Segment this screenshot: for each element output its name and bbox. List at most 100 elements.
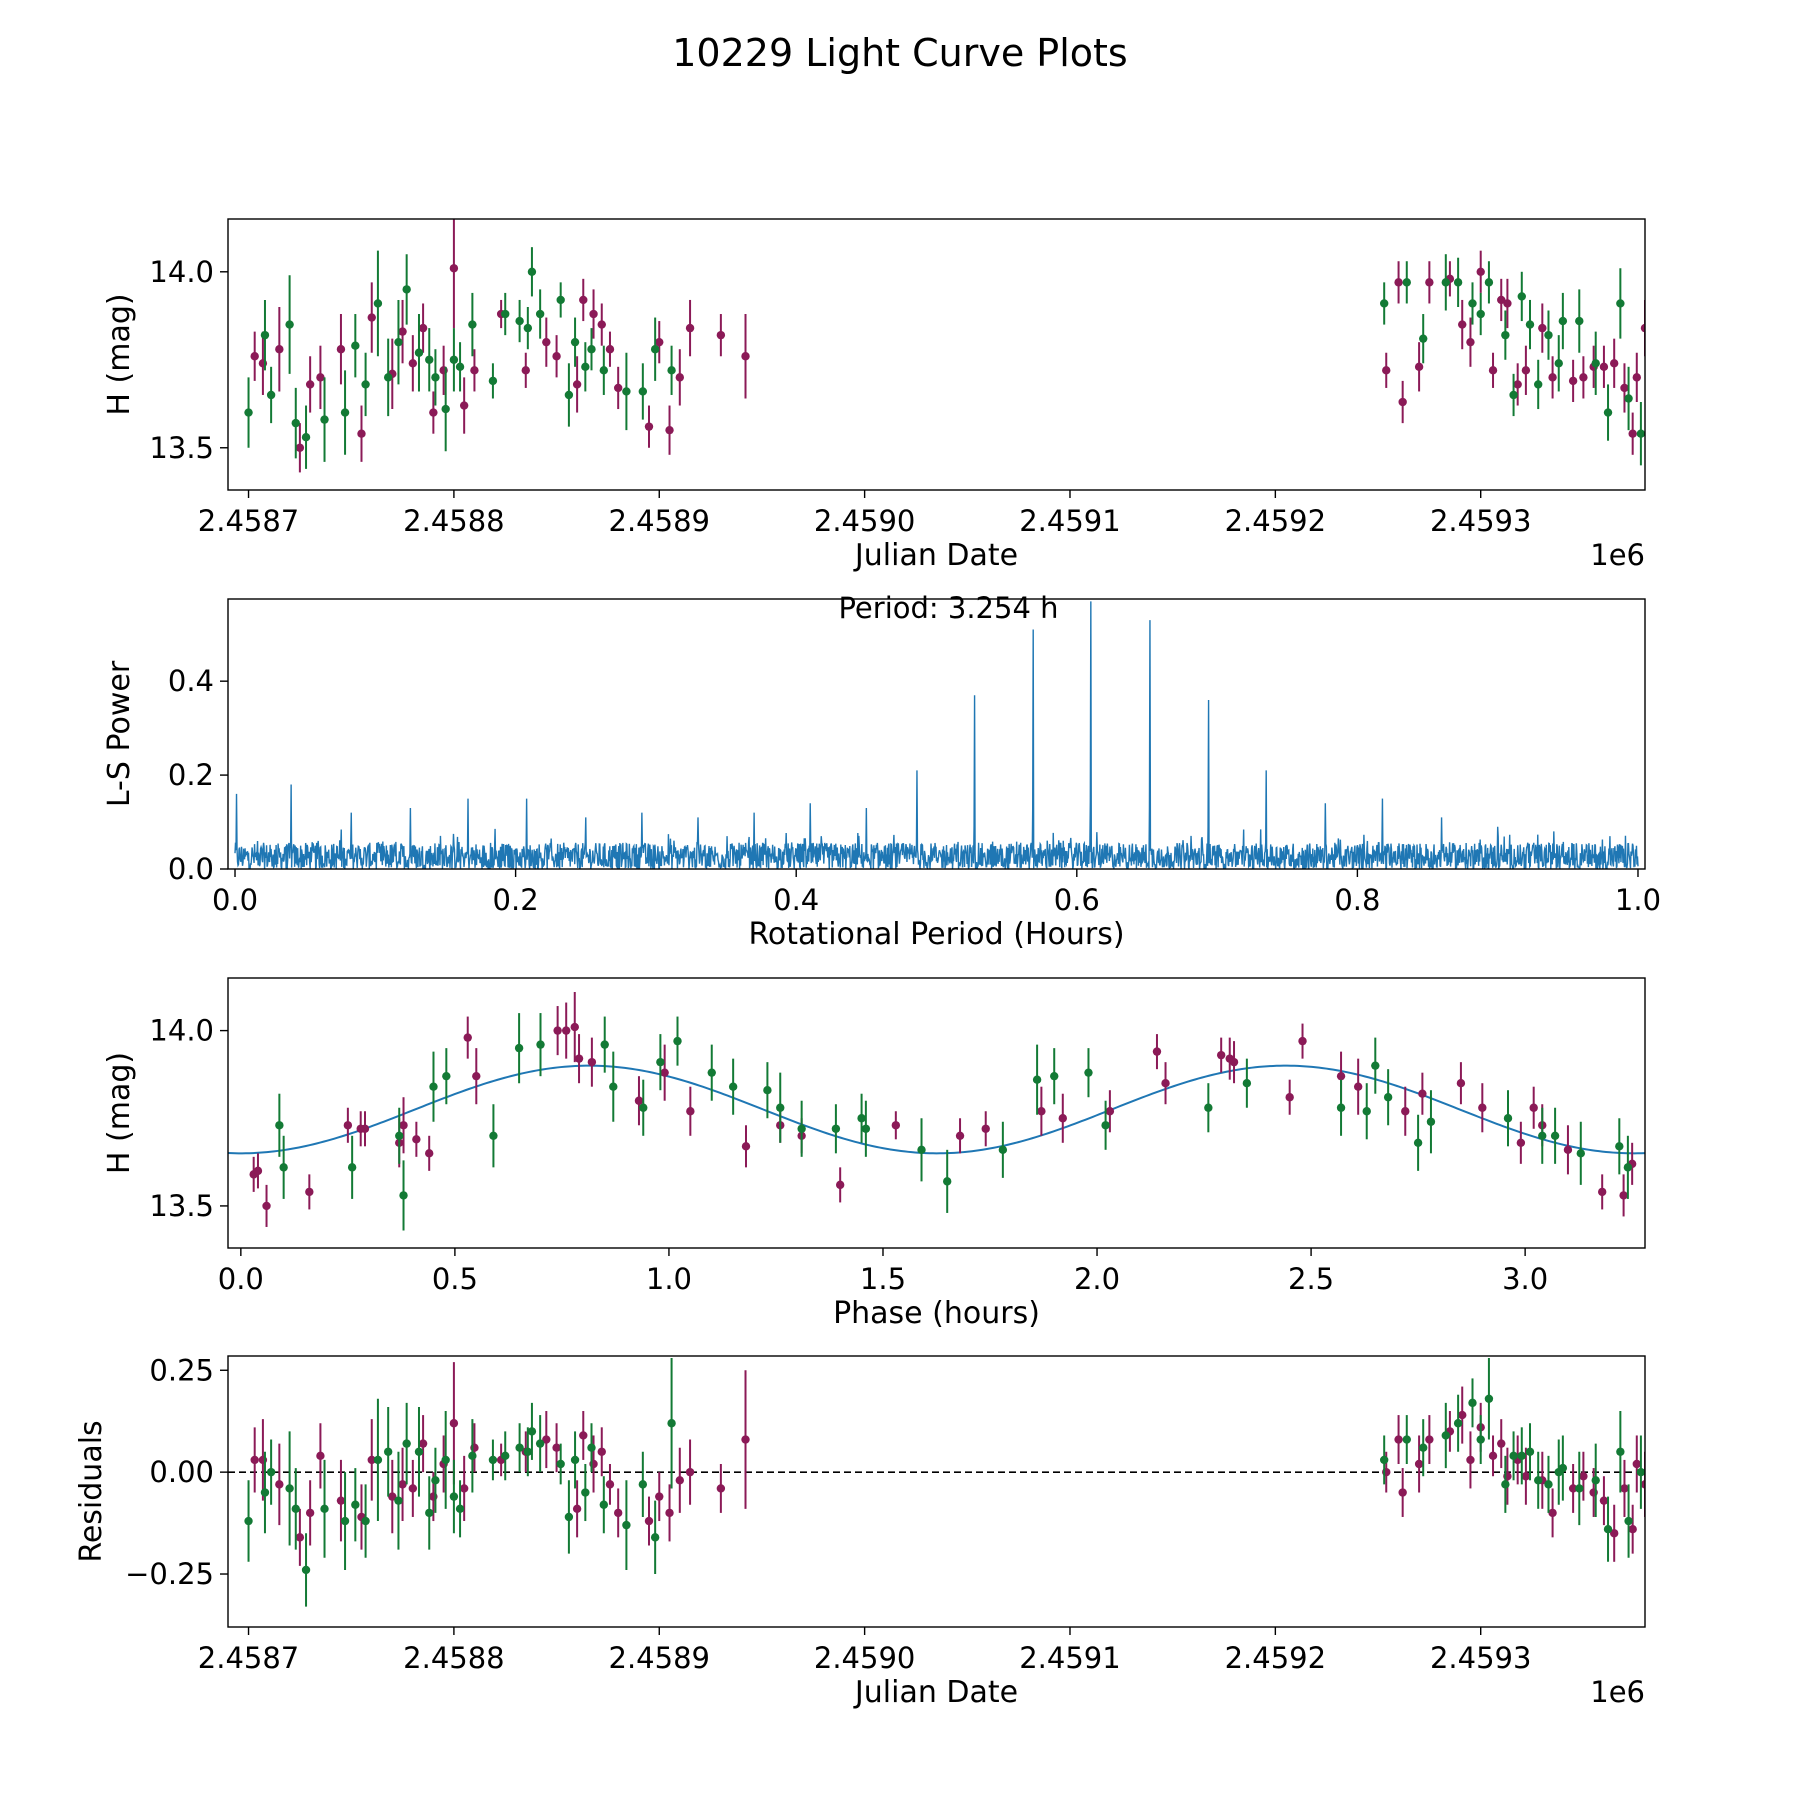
data-point [741, 1435, 750, 1444]
data-point [1402, 278, 1411, 287]
data-point [655, 1492, 664, 1501]
y-axis-label: Residuals [74, 1420, 109, 1562]
x-tick-label: 0.2 [493, 883, 539, 917]
data-point [1521, 1472, 1531, 1481]
data-point [1525, 1447, 1535, 1456]
data-point [673, 1036, 682, 1046]
data-point [1501, 1480, 1510, 1489]
data-point [1538, 323, 1547, 333]
data-point [667, 1419, 676, 1428]
panel-phased: 0.0 0.5 1.0 1.5 2.0 2.5 3.0 13.5 14.0 Phase (hour… [102, 977, 1646, 1331]
data-point [656, 1057, 665, 1067]
data-point [570, 337, 580, 347]
data-point [542, 1435, 551, 1444]
data-point [527, 267, 537, 276]
data-point [655, 337, 664, 347]
figure-title: 10229 Light Curve Plots [672, 31, 1127, 75]
data-point [1563, 1145, 1573, 1155]
data-point [449, 264, 459, 273]
x-tick-label: 2.4591 [1019, 504, 1120, 538]
data-point [425, 1149, 434, 1158]
data-point [388, 1492, 397, 1501]
data-point [414, 348, 424, 357]
x-tick-label: 3.0 [1502, 1262, 1548, 1296]
data-point [291, 418, 300, 428]
data-point [1398, 1488, 1407, 1497]
data-point [1456, 1078, 1466, 1088]
x-tick-label: 2.4588 [403, 1641, 504, 1675]
data-point [1413, 1138, 1423, 1148]
data-point [336, 1496, 346, 1505]
data-point [1336, 1071, 1346, 1081]
data-point [1161, 1078, 1170, 1088]
data-point [340, 1516, 350, 1526]
data-point [351, 1500, 360, 1509]
data-point [1105, 1107, 1115, 1116]
data-point [501, 1451, 510, 1461]
data-point [1640, 323, 1645, 333]
data-point [367, 313, 376, 322]
x-tick-label: 2.4590 [814, 504, 915, 538]
plot-area-residuals [228, 1358, 1645, 1607]
data-point [429, 1082, 438, 1091]
x-tick-label: 0.6 [1054, 883, 1100, 917]
data-point [1419, 1443, 1428, 1452]
data-point [1414, 362, 1424, 372]
x-tick-label: 2.0 [1074, 1262, 1120, 1296]
data-point [1488, 1451, 1498, 1461]
x-tick-label: 2.4589 [609, 504, 710, 538]
data-point [1497, 1439, 1506, 1448]
data-point [1468, 299, 1477, 308]
data-point [468, 1451, 477, 1461]
data-point [665, 1508, 674, 1518]
data-point [597, 320, 606, 329]
x-tick-label: 2.4590 [814, 1641, 915, 1675]
data-point [449, 355, 459, 364]
data-point [1441, 278, 1450, 287]
data-point [275, 1121, 284, 1130]
data-point [644, 1516, 654, 1526]
data-point [1619, 1191, 1628, 1200]
data-point [429, 408, 438, 417]
axes-frame [227, 1355, 1646, 1628]
data-point [1466, 1455, 1475, 1465]
x-tick-label: 2.4588 [403, 504, 504, 538]
x-offset-label: 1e6 [1590, 1675, 1645, 1709]
data-point [1575, 1484, 1584, 1493]
axes-frame [227, 218, 1646, 491]
data-point [1101, 1121, 1110, 1130]
panel-lightcurve: 2.4587 2.4588 2.4589 2.4590 2.4591 2.4592 2.45… [102, 218, 1646, 573]
plot-area-periodogram [234, 601, 1639, 869]
data-point [1525, 320, 1535, 329]
data-point [1529, 1103, 1538, 1112]
data-point [1558, 316, 1568, 326]
data-point [523, 1447, 533, 1456]
data-point [574, 1054, 584, 1063]
period-annotation: Period: 3.254 h [838, 591, 1058, 625]
data-point [1414, 1459, 1424, 1469]
y-axis-label: H (mag) [102, 293, 137, 415]
data-point [587, 1443, 596, 1452]
data-point [650, 345, 660, 354]
data-point [1534, 380, 1543, 389]
data-point [408, 1484, 418, 1493]
data-point [675, 1476, 684, 1485]
data-point [917, 1145, 926, 1155]
data-point [383, 1447, 393, 1456]
data-point [553, 1026, 562, 1035]
data-point [521, 366, 530, 375]
data-point [1591, 359, 1600, 368]
y-tick-label: 0.0 [168, 852, 214, 886]
x-tick-label: 1.0 [646, 1262, 692, 1296]
panels: 2.4587 2.4588 2.4589 2.4590 2.4591 2.4592 2.45… [74, 218, 1661, 1710]
data-point [1513, 380, 1522, 389]
data-point [340, 408, 350, 417]
data-point [728, 1082, 738, 1091]
data-point [1402, 1435, 1411, 1444]
data-point [470, 366, 479, 375]
data-point [402, 285, 411, 294]
data-point [579, 295, 588, 305]
data-point [301, 433, 311, 442]
x-tick-label: 2.5 [1288, 1262, 1334, 1296]
data-point [581, 362, 590, 372]
